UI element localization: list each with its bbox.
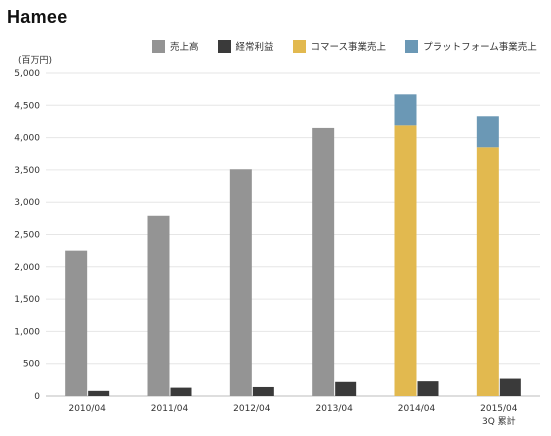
bar-ordinary-profit [499,378,521,396]
bar-platform [476,116,499,148]
bar-ordinary-profit [170,387,192,396]
legend-item-commerce: コマース事業売上 [292,39,387,53]
bar-sales [312,127,335,396]
y-tick-label: 2,000 [14,263,40,273]
bar-ordinary-profit [335,381,357,396]
legend-label-platform: プラットフォーム事業売上 [423,42,537,53]
y-tick-label: 1,500 [14,295,40,305]
y-tick-label: 3,000 [14,198,40,208]
y-tick-label: 2,500 [14,231,40,241]
company-logo: Hamee [7,7,68,27]
bar-commerce [394,125,417,397]
legend-item-ordinary-profit: 経常利益 [217,39,274,53]
y-tick-label: 500 [23,360,40,370]
legend-label-ordinary-profit: 経常利益 [235,42,274,53]
y-axis-unit-label: (百万円) [18,56,53,66]
x-tick-label: 2015/04 [480,404,518,414]
x-tick-label: 2011/04 [151,404,189,414]
y-tick-label: 4,000 [14,134,40,144]
bar-sales [65,250,88,396]
x-tick-label: 2013/04 [315,404,353,414]
legend-swatch-platform [405,39,419,53]
bar-sales [147,215,170,396]
legend-swatch-commerce [292,39,306,53]
bar-sales [229,169,252,396]
legend-swatch-ordinary-profit [217,39,231,53]
bar-ordinary-profit [417,381,439,396]
chart-legend: 売上高 経常利益 コマース事業売上 プラットフォーム事業売上 [152,39,537,53]
legend-label-commerce: コマース事業売上 [310,42,387,53]
x-tick-label: 2014/04 [398,404,436,414]
bar-platform [394,94,417,126]
y-tick-label: 4,500 [14,101,40,111]
legend-item-sales: 売上高 [152,39,199,53]
bar-ordinary-profit [88,390,110,396]
legend-swatch-sales [152,39,165,53]
bar-commerce [476,147,499,396]
y-tick-label: 3,500 [14,166,40,176]
legend-item-platform: プラットフォーム事業売上 [405,39,537,53]
y-tick-label: 5,000 [14,69,40,79]
legend-label-sales: 売上高 [170,42,199,53]
y-tick-label: 1,000 [14,327,40,337]
x-tick-label: 2012/04 [233,404,271,414]
bar-ordinary-profit [252,386,274,396]
y-tick-label: 0 [34,392,40,402]
x-tick-sublabel: 3Q 累計 [482,415,516,427]
x-tick-label: 2010/04 [68,404,106,414]
